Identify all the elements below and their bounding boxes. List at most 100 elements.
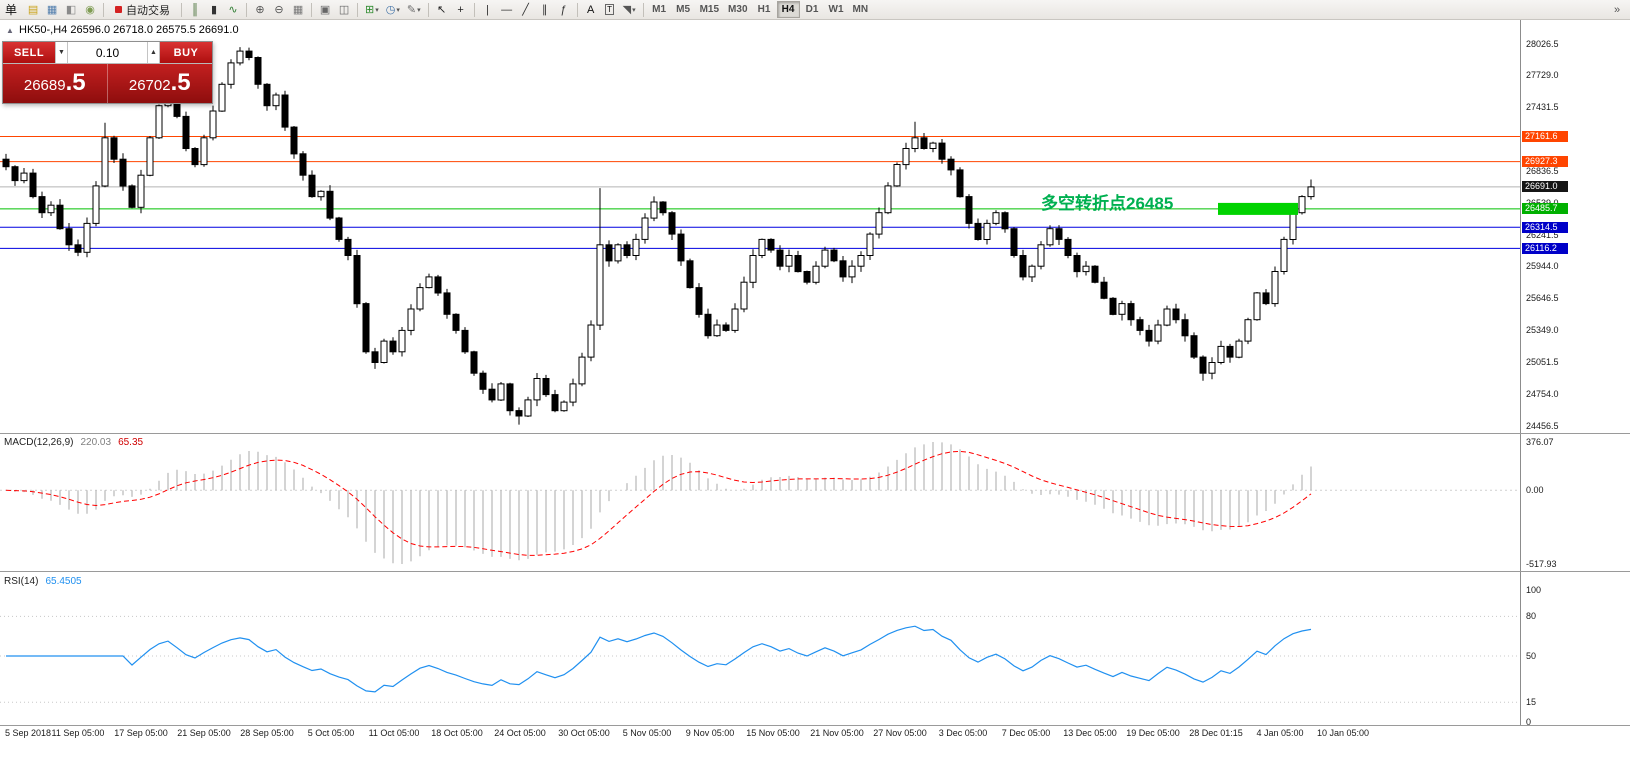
chart-title: HK50-,H4 26596.0 26718.0 26575.5 26691.0 — [19, 24, 239, 36]
data-window-button[interactable]: ◧ — [62, 1, 80, 19]
price-axis[interactable]: 28026.527729.027431.527134.026836.526539… — [1520, 20, 1630, 727]
price-tick-label: 25349.0 — [1526, 325, 1559, 335]
label-tool-icon: T — [605, 4, 615, 15]
time-tick-label: 21 Sep 05:00 — [177, 728, 231, 738]
toolbar-group-left: ▤ ▦ ◧ ◉ — [24, 1, 99, 19]
autotrading-button[interactable]: 自动交易 — [108, 1, 177, 19]
crosshair-icon: + — [457, 3, 464, 16]
macd-label: MACD(12,26,9) — [4, 437, 74, 448]
price-tick-label: 25944.0 — [1526, 261, 1559, 272]
arrows-tool-button[interactable]: ◥ ▾ — [620, 1, 639, 19]
arrows-tool-icon-caret: ▾ — [632, 6, 636, 14]
line-chart-button[interactable]: ∿ — [224, 1, 242, 19]
timeframe-bar: M1 M5 M15 M30 H1 H4 D1 W1 MN — [648, 1, 872, 18]
one-click-collapse-arrow[interactable]: ▲ — [6, 26, 14, 35]
text-tool-button[interactable]: A — [582, 1, 600, 19]
toolbar-overflow-chevron[interactable]: » — [1613, 3, 1621, 16]
timeframe-h4[interactable]: H4 — [776, 1, 800, 18]
macd-header: MACD(12,26,9) 220.03 65.35 — [4, 437, 143, 448]
cascade-windows-icon: ◫ — [338, 4, 350, 16]
new-chart-icon-caret: ▾ — [375, 6, 379, 14]
chart-grid-icon: ▦ — [292, 4, 304, 16]
buy-button[interactable]: BUY — [160, 42, 212, 63]
toolbar-separator — [576, 2, 578, 17]
crosshair-button[interactable]: + — [452, 1, 470, 19]
macd-signal-value: 65.35 — [118, 437, 144, 448]
vertical-line-button[interactable]: | — [479, 1, 497, 19]
time-tick-label: 28 Dec 01:15 — [1189, 728, 1243, 738]
rsi-value: 65.4505 — [45, 576, 82, 587]
macd-scale-label: -517.93 — [1526, 559, 1557, 569]
buy-price[interactable]: 26702 .5 — [108, 64, 213, 103]
equidistant-channel-icon: ∥ — [541, 4, 548, 16]
chart-grid-button[interactable]: ▦ — [289, 1, 307, 19]
navigator-button[interactable]: ◉ — [81, 1, 99, 19]
macd-canvas[interactable] — [0, 435, 1520, 571]
volume-up-spinner[interactable]: ▲ — [147, 42, 160, 63]
bar-chart-icon: ║ — [191, 3, 199, 16]
panel-separator[interactable] — [0, 571, 1630, 572]
market-watch-button[interactable]: ▦ — [43, 1, 61, 19]
axis-separator — [0, 725, 1630, 726]
panel-separator[interactable] — [0, 433, 1630, 434]
profiles-button[interactable]: ◷ ▾ — [383, 1, 403, 19]
time-tick-label: 11 Sep 05:00 — [51, 728, 105, 738]
data-window-icon: ◧ — [65, 4, 77, 16]
price-level-box: 27161.6 — [1522, 131, 1568, 142]
time-tick-label: 5 Sep 2018 — [4, 728, 52, 738]
sell-button[interactable]: SELL — [3, 42, 55, 63]
label-tool-button[interactable]: T — [601, 1, 619, 19]
toolbar-separator — [427, 2, 429, 17]
new-chart-icon: ⊞ — [365, 4, 375, 16]
price-chart-canvas[interactable] — [0, 20, 1520, 433]
candlestick-chart-button[interactable]: ▮ — [205, 1, 223, 19]
fibonacci-button[interactable]: ƒ — [555, 1, 573, 19]
time-tick-label: 10 Jan 05:00 — [1316, 728, 1370, 738]
new-chart-button[interactable]: ⊞ ▾ — [362, 1, 382, 19]
timeframe-mn[interactable]: MN — [852, 4, 869, 15]
timeframe-h1[interactable]: H1 — [757, 4, 771, 15]
zoom-in-button[interactable]: ⊕ — [251, 1, 269, 19]
rsi-canvas[interactable] — [0, 573, 1520, 725]
rsi-scale-label: 0 — [1526, 717, 1532, 727]
price-level-box: 26691.0 — [1522, 181, 1568, 193]
cascade-windows-button[interactable]: ◫ — [335, 1, 353, 19]
time-tick-label: 11 Oct 05:00 — [368, 728, 420, 738]
buy-price-main: 26702 — [128, 77, 171, 94]
volume-input[interactable] — [68, 42, 147, 63]
price-tick-label: 28026.5 — [1526, 38, 1559, 49]
timeframe-m15[interactable]: M15 — [699, 4, 720, 15]
time-tick-label: 28 Sep 05:00 — [240, 728, 294, 738]
timeframe-w1[interactable]: W1 — [828, 4, 844, 15]
new-order-icon: ▤ — [27, 4, 39, 16]
time-tick-label: 27 Nov 05:00 — [873, 728, 927, 738]
time-tick-label: 4 Jan 05:00 — [1256, 728, 1304, 738]
sell-price-frac: .5 — [65, 69, 86, 96]
cursor-button[interactable]: ↖ — [433, 1, 451, 19]
window-menu-label[interactable]: 单 — [5, 3, 18, 17]
timeframe-m5[interactable]: M5 — [676, 4, 691, 15]
timeframe-m1[interactable]: M1 — [652, 4, 667, 15]
horizontal-line-icon: — — [501, 3, 513, 16]
zoom-out-button[interactable]: ⊖ — [270, 1, 288, 19]
timeframe-d1[interactable]: D1 — [805, 4, 819, 15]
rsi-scale-label: 80 — [1526, 611, 1537, 622]
template-button[interactable]: ✎ ▾ — [404, 1, 424, 19]
equidistant-channel-button[interactable]: ∥ — [536, 1, 554, 19]
pivot-annotation-text: 多空转折点26485 — [1041, 194, 1174, 213]
trendline-icon: ╱ — [522, 4, 529, 16]
new-order-button[interactable]: ▤ — [24, 1, 42, 19]
time-axis[interactable]: 5 Sep 2018 11 Sep 05:00 17 Sep 05:00 21 Sep… — [0, 726, 1630, 766]
horizontal-line-button[interactable]: — — [498, 1, 516, 19]
tile-windows-button[interactable]: ▣ — [316, 1, 334, 19]
volume-down-spinner[interactable]: ▼ — [55, 42, 68, 63]
sell-price[interactable]: 26689 .5 — [3, 64, 108, 103]
timeframe-m30[interactable]: M30 — [728, 4, 748, 15]
price-tick-label: 25646.5 — [1526, 293, 1559, 304]
zoom-in-icon: ⊕ — [255, 4, 265, 16]
rsi-scale-label: 50 — [1526, 651, 1537, 661]
price-level-box: 26485.7 — [1522, 203, 1568, 215]
bar-chart-button[interactable]: ║ — [186, 1, 204, 19]
trendline-button[interactable]: ╱ — [517, 1, 535, 19]
